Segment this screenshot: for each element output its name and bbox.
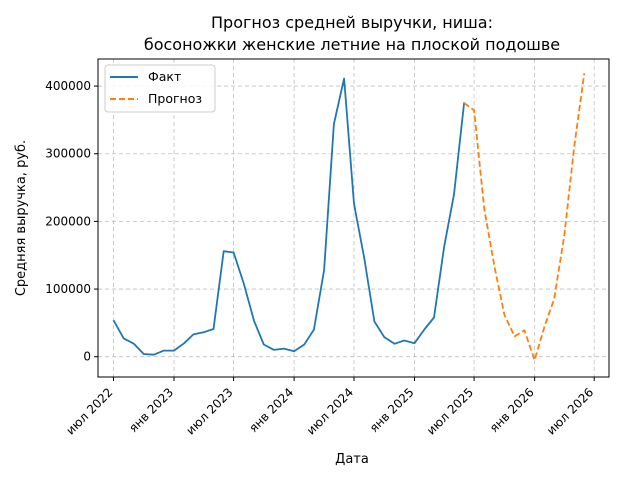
y-axis-ticks: 0 100000 200000 300000 400000 [45,79,98,364]
legend-label-fact: Факт [148,69,181,84]
series-line-forecast [463,73,586,362]
chart-title-line2: босоножки женские летние на плоской подо… [144,35,560,54]
legend: Факт Прогноз [104,64,216,113]
y-tick-label: 100000 [45,282,91,296]
y-tick-label: 0 [83,350,91,364]
y-axis-label: Средняя выручка, руб. [14,140,29,296]
legend-label-forecast: Прогноз [148,91,202,106]
chart-title-line1: Прогноз средней выручки, ниша: [211,13,493,32]
x-axis-label: Дата [335,452,369,467]
y-tick-label: 300000 [45,147,91,161]
series-line-fact [112,77,466,356]
series-lines [112,73,586,362]
y-tick-label: 400000 [45,79,91,93]
y-tick-label: 200000 [45,214,91,228]
